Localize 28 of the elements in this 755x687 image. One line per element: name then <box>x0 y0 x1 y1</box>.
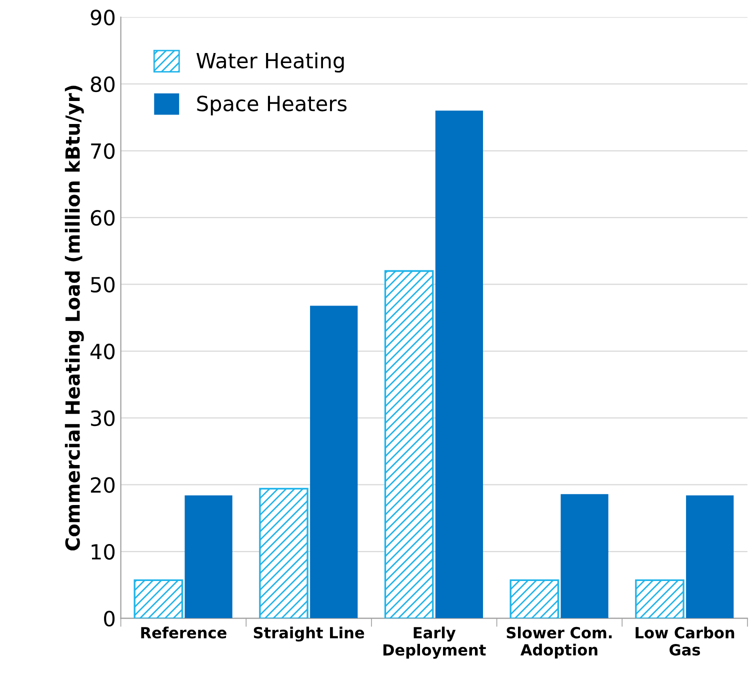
bar <box>384 270 434 618</box>
y-tick-label: 0 <box>104 610 115 627</box>
x-tick-label: Reference <box>141 626 226 638</box>
bar <box>435 110 484 618</box>
x-tick-label: Slower Com. Adoption <box>506 626 612 659</box>
y-tick-label: 30 <box>91 410 115 426</box>
y-tick-label: 60 <box>90 210 115 226</box>
y-tick-label: 70 <box>91 143 115 159</box>
y-tick-label: 40 <box>90 344 115 360</box>
bar <box>635 579 684 618</box>
y-tick-label: 50 <box>91 276 115 293</box>
legend-label: Space Heaters <box>197 96 347 116</box>
x-tick-label: Early Deployment <box>383 626 486 659</box>
x-tick-label: Straight Line <box>254 626 364 642</box>
bar <box>560 494 608 618</box>
bar <box>184 495 232 618</box>
y-tick-label: 90 <box>90 10 115 26</box>
bar <box>310 306 358 618</box>
y-axis-title: Commercial Heating Load (million kBtu/yr) <box>64 86 84 550</box>
x-tick-label: Low Carbon Gas <box>636 626 734 656</box>
y-tick-label: 80 <box>90 76 115 92</box>
y-tick-label: 20 <box>90 477 115 493</box>
y-tick-label: 10 <box>92 544 115 560</box>
bar <box>259 488 308 618</box>
bar <box>686 495 734 618</box>
bar <box>134 579 184 618</box>
legend-label: Water Heating <box>196 52 344 73</box>
bar <box>510 579 560 618</box>
